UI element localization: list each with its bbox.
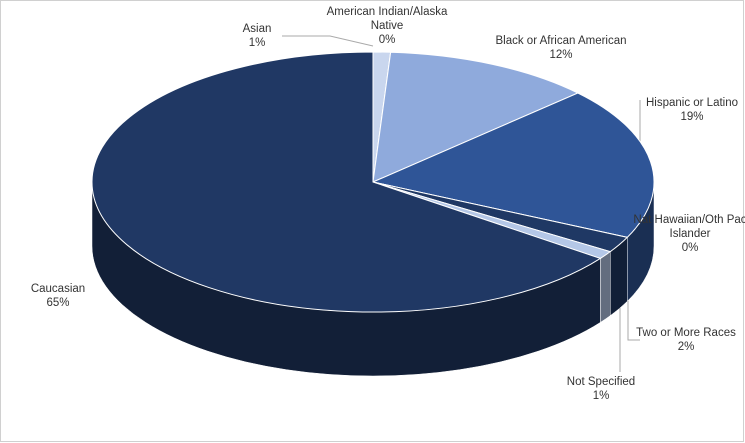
- data-label: Nat Hawaiian/Oth Pac Islander 0%: [625, 213, 745, 255]
- value-label: 65%: [46, 297, 70, 309]
- category-label: Hispanic or Latino: [645, 97, 739, 109]
- category-label: Not Specified: [566, 376, 636, 388]
- category-label: Asian: [242, 23, 272, 35]
- slice: [371, 92, 655, 238]
- data-label: Black or African American 12%: [471, 34, 651, 62]
- category-label: Caucasian: [30, 283, 86, 295]
- value-label: 19%: [680, 111, 704, 123]
- slice: [372, 51, 580, 183]
- data-label: Two or More Races 2%: [631, 326, 741, 354]
- value-label: 1%: [248, 37, 266, 49]
- value-label: 1%: [592, 390, 610, 402]
- value-label: 0%: [378, 34, 396, 46]
- category-label: Two or More Races: [636, 327, 736, 339]
- data-label: American Indian/Alaska Native 0%: [312, 5, 462, 47]
- value-label: 12%: [549, 49, 573, 61]
- leader-line: [282, 35, 374, 47]
- category-label: Nat Hawaiian/Oth Pac Islander: [633, 214, 745, 240]
- category-label: Black or African American: [495, 35, 627, 47]
- data-label: Not Specified 1%: [546, 375, 656, 403]
- data-label: Caucasian 65%: [13, 282, 103, 310]
- value-label: 0%: [681, 242, 699, 254]
- slice-side: [600, 251, 611, 323]
- slice: [91, 51, 602, 313]
- data-label: Asian 1%: [217, 22, 297, 50]
- value-label: 2%: [677, 341, 695, 353]
- data-label: Hispanic or Latino 19%: [637, 96, 745, 124]
- category-label: American Indian/Alaska Native: [326, 6, 448, 32]
